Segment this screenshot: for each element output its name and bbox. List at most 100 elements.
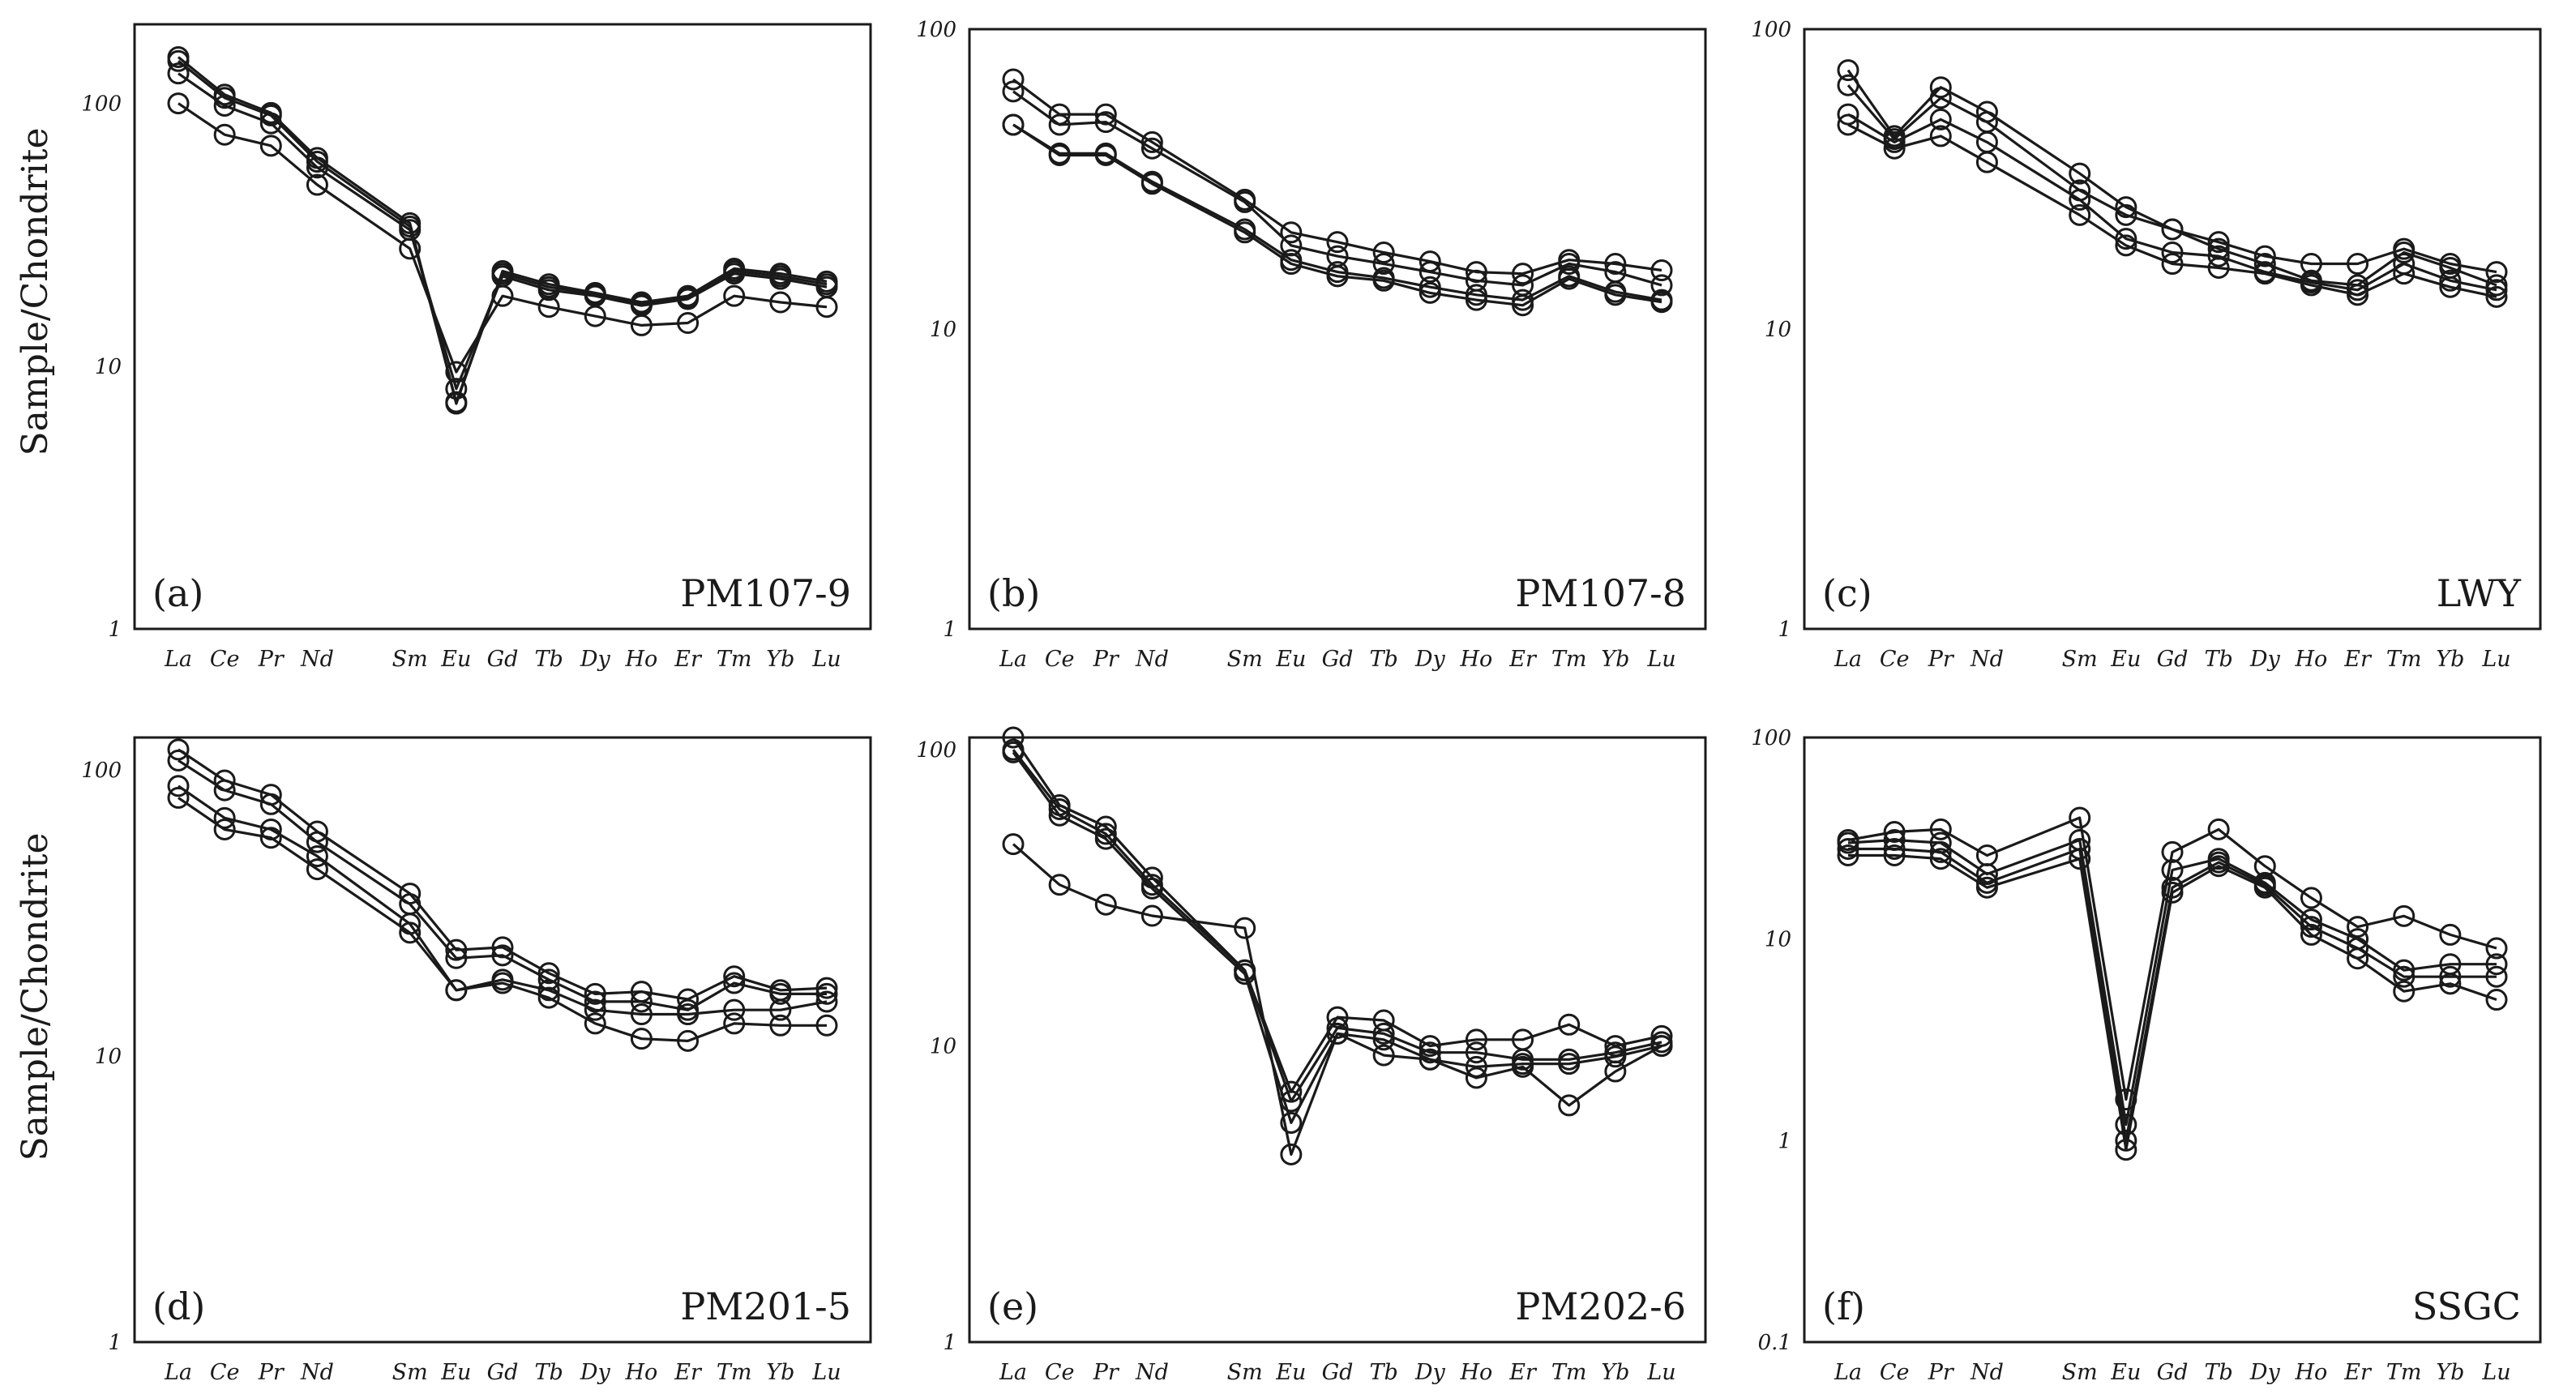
x-tick-label: Er [1508,1360,1538,1385]
data-point [537,296,560,319]
x-tick-label: Lu [1646,1360,1675,1385]
data-point [2207,818,2230,840]
x-tick-label: Gd [487,1360,519,1385]
x-tick-label: Er [674,647,703,672]
data-point [1419,1035,1441,1058]
y-axis-label-top: Sample/Chondrite [15,127,56,455]
data-point [1002,726,1025,749]
y-tick-label: 10 [930,1035,956,1059]
data-point [630,990,653,1013]
x-tick-label: Eu [440,1360,471,1385]
data-point [1837,74,1859,96]
data-point [1650,1035,1673,1058]
x-tick-label: Nd [1970,647,2004,672]
data-point [1558,267,1581,290]
data-point [2347,947,2369,970]
data-point [537,279,560,301]
plot-frame [133,736,872,1344]
y-tick-label: 1 [1778,618,1791,642]
x-tick-label: Er [674,1360,703,1385]
data-point [1465,289,1487,311]
x-tick-label: Nd [1970,1360,2004,1385]
data-point [2207,855,2230,878]
data-point [167,786,190,809]
data-point [1650,291,1673,314]
data-point [1837,103,1859,126]
panel-label: (c) [1822,571,1872,615]
data-point [1929,125,1952,147]
x-tick-label: Tb [534,647,563,672]
data-point [213,806,236,829]
data-point [2069,162,2091,185]
y-tick-label: 100 [81,759,122,783]
x-tick-label: La [164,647,192,672]
data-point [723,284,746,307]
data-point [491,284,514,307]
data-point [1280,253,1303,276]
data-point [1326,265,1349,288]
data-point [1929,840,1952,863]
y-tick-label: 10 [95,355,122,379]
data-point [1002,741,1025,763]
data-point [2161,242,2184,264]
x-tick-label: Dy [2249,647,2281,672]
data-point [2161,881,2184,904]
y-tick-label: 0.1 [1758,1331,1791,1355]
data-point [1419,281,1441,304]
data-point [1558,1013,1581,1036]
x-tick-label: Ce [1880,1360,1910,1385]
data-point [445,361,468,383]
data-point [1002,80,1025,103]
panel-label: (f) [1822,1285,1865,1328]
data-point [2393,980,2416,1003]
data-point [1419,1048,1441,1071]
data-point [445,979,468,1002]
data-point [584,990,606,1013]
data-point [584,982,606,1005]
data-point [1234,190,1256,213]
y-tick-label: 1 [943,1331,956,1355]
data-point [1140,173,1163,195]
data-point [1419,261,1441,284]
x-tick-label: Ce [210,1360,240,1385]
data-point [630,1028,653,1050]
data-point [2347,284,2369,306]
data-point [815,990,838,1013]
data-point [1048,143,1071,166]
data-point [1512,294,1534,317]
x-tick-label: Ho [1460,647,1493,672]
x-tick-label: Ce [1880,647,1910,672]
y-tick-label: 10 [930,318,956,342]
data-point [1002,833,1025,856]
data-point [1929,818,1952,840]
data-point [2485,965,2508,988]
sample-name: SSGC [2412,1285,2521,1328]
sample-name: PM107-9 [680,571,851,615]
data-point [1837,844,1859,866]
data-point [2300,923,2322,946]
data-point [2347,916,2369,938]
x-tick-label: Ce [1045,1360,1075,1385]
data-point [306,151,328,173]
y-tick-label: 100 [916,18,956,42]
x-tick-label: Lu [1646,647,1675,672]
data-point [1465,1041,1487,1064]
data-point [2485,285,2508,308]
data-point [1372,253,1395,276]
x-tick-label: Ho [2295,1360,2328,1385]
data-point [2069,188,2091,211]
data-point [677,288,700,310]
data-point [167,49,190,72]
data-point [1372,242,1395,264]
x-tick-label: Pr [1928,647,1955,672]
data-point [1883,844,1906,866]
data-point [259,135,282,157]
data-point [1094,143,1117,166]
data-point [1372,269,1395,292]
data-point [723,998,746,1021]
data-point [213,818,236,840]
data-point [2439,973,2462,995]
data-point [1280,1144,1303,1166]
panel-e: 1 10 100 La Ce Pr Nd Sm Eu Gd Tb Dy Ho Er Tm Yb Lu (e) PM2… [916,726,1707,1385]
